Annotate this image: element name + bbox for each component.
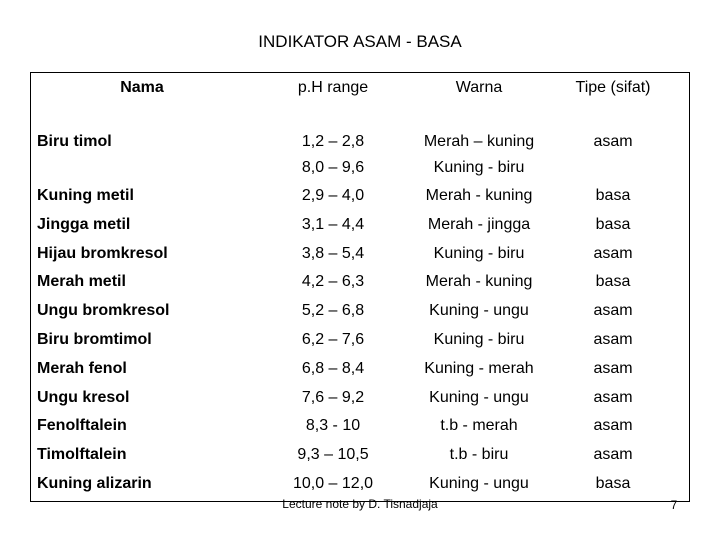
ph-range: 4,2 – 6,3: [301, 273, 365, 291]
color-change: Merah - kuning: [425, 187, 533, 204]
color-change: t.b - merah: [440, 417, 518, 435]
ph-range: 1,2 – 2,8: [301, 133, 365, 150]
ph-range: 2,9 – 4,0: [301, 187, 365, 204]
type: asam: [593, 446, 633, 464]
ph-range: 9,3 – 10,5: [297, 446, 369, 464]
indicator-name: Merah fenol: [37, 359, 127, 377]
column-header: p.H range: [297, 79, 369, 96]
indicator-name: Biru timol: [37, 133, 112, 150]
color-change: Kuning - ungu: [429, 475, 529, 492]
ph-range: 3,1 – 4,4: [301, 215, 365, 233]
ph-range: 6,8 – 8,4: [301, 359, 365, 377]
color-change: Merah - kuning: [425, 273, 533, 291]
type: asam: [593, 417, 633, 435]
ph-range: 5,2 – 6,8: [301, 302, 365, 320]
color-change: Kuning - merah: [424, 359, 534, 377]
type: basa: [595, 187, 631, 204]
type: basa: [595, 215, 631, 233]
color-change: Kuning - ungu: [429, 388, 529, 406]
indicator-name: Timolftalein: [37, 446, 127, 464]
title: INDIKATOR ASAM - BASA: [258, 32, 462, 51]
footer-note: Lecture note by D. Tisnadjaja: [282, 497, 438, 511]
type: asam: [593, 388, 633, 406]
indicator-name: Biru bromtimol: [37, 331, 152, 348]
color-change: Kuning - biru: [433, 244, 525, 262]
table-border: [30, 72, 690, 502]
color-change: Merah - jingga: [427, 215, 531, 233]
indicator-name: Kuning alizarin: [37, 475, 152, 492]
indicator-name: Hijau bromkresol: [37, 244, 168, 262]
type: asam: [593, 302, 633, 320]
indicator-name: Merah metil: [37, 273, 126, 291]
column-header: Nama: [120, 79, 164, 96]
ph-range: 3,8 – 5,4: [301, 244, 365, 262]
ph-range: 10,0 – 12,0: [292, 475, 374, 492]
ph-range: 8,0 – 9,6: [301, 159, 365, 176]
indicator-name: Ungu bromkresol: [37, 302, 170, 320]
indicator-name: Ungu kresol: [37, 388, 130, 406]
page-number: 7: [670, 498, 678, 512]
type: asam: [593, 359, 633, 377]
type: basa: [595, 475, 631, 492]
ph-range: 6,2 – 7,6: [301, 331, 365, 348]
color-change: t.b - biru: [449, 446, 509, 464]
color-change: Kuning - biru: [433, 159, 525, 176]
color-change: Kuning - ungu: [429, 302, 529, 320]
color-change: Merah – kuning: [423, 133, 535, 150]
indicator-name: Kuning metil: [37, 187, 134, 204]
type: asam: [593, 133, 633, 150]
indicator-name: Fenolftalein: [37, 417, 127, 435]
column-header: Tipe (sifat): [575, 79, 651, 96]
type: asam: [593, 244, 633, 262]
column-header: Warna: [455, 79, 503, 96]
ph-range: 8,3 - 10: [305, 417, 361, 435]
type: basa: [595, 273, 631, 291]
ph-range: 7,6 – 9,2: [301, 388, 365, 406]
indicator-name: Jingga metil: [37, 215, 131, 233]
type: asam: [593, 331, 633, 348]
color-change: Kuning - biru: [433, 331, 525, 348]
